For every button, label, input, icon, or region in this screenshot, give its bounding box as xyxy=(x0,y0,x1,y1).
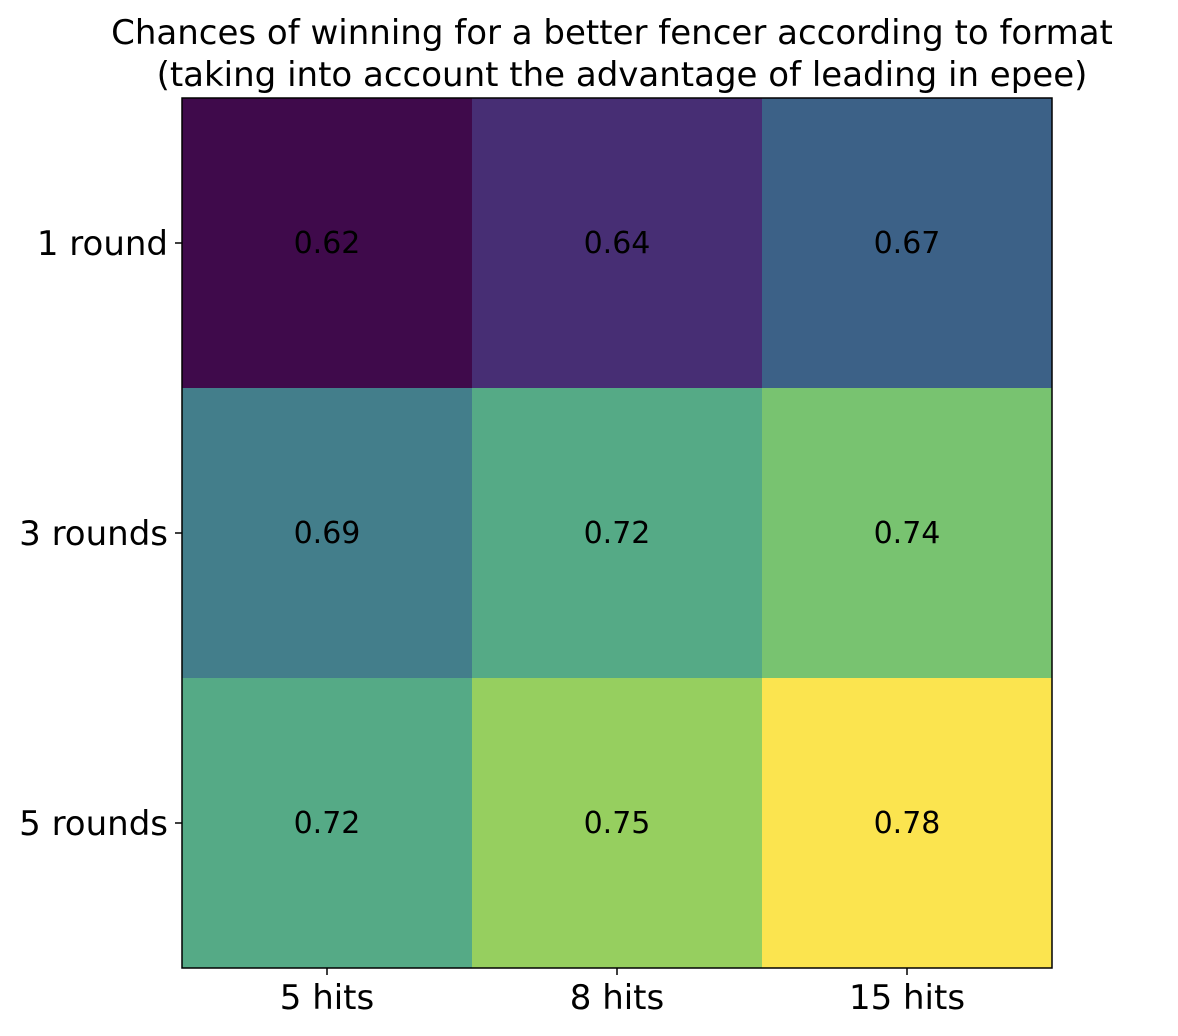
cell-value-label: 0.64 xyxy=(584,226,651,261)
heatmap-cell xyxy=(472,98,763,389)
y-axis: 1 round 3 rounds 5 rounds xyxy=(19,224,182,844)
cell-value-label: 0.69 xyxy=(294,516,361,551)
heatmap-cell xyxy=(182,98,473,389)
x-tick-label: 5 hits xyxy=(280,978,374,1018)
cell-value-label: 0.62 xyxy=(294,226,361,261)
y-tick-label: 5 rounds xyxy=(19,804,168,844)
heatmap-cell-labels: 0.62 0.64 0.67 0.69 0.72 0.74 0.72 0.75 0.78 xyxy=(294,226,941,841)
cell-value-label: 0.78 xyxy=(874,806,941,841)
heatmap-cell xyxy=(472,678,763,969)
cell-value-label: 0.72 xyxy=(584,516,651,551)
heatmap-cell xyxy=(762,98,1053,389)
heatmap-cell xyxy=(472,388,763,679)
y-tick-label: 1 round xyxy=(37,224,168,264)
cell-value-label: 0.67 xyxy=(874,226,941,261)
heatmap-cells xyxy=(182,98,1053,969)
cell-value-label: 0.75 xyxy=(584,806,651,841)
cell-value-label: 0.74 xyxy=(874,516,941,551)
x-tick-label: 15 hits xyxy=(849,978,965,1018)
y-tick-label: 3 rounds xyxy=(19,514,168,554)
cell-value-label: 0.72 xyxy=(294,806,361,841)
x-axis: 5 hits 8 hits 15 hits xyxy=(280,968,965,1018)
heatmap-cell xyxy=(182,678,473,969)
heatmap-cell xyxy=(182,388,473,679)
chart-title-line-1: Chances of winning for a better fencer a… xyxy=(111,13,1113,53)
chart-title-line-2: (taking into account the advantage of le… xyxy=(157,55,1088,95)
heatmap-cell xyxy=(762,678,1053,969)
x-tick-label: 8 hits xyxy=(570,978,664,1018)
heatmap-cell xyxy=(762,388,1053,679)
